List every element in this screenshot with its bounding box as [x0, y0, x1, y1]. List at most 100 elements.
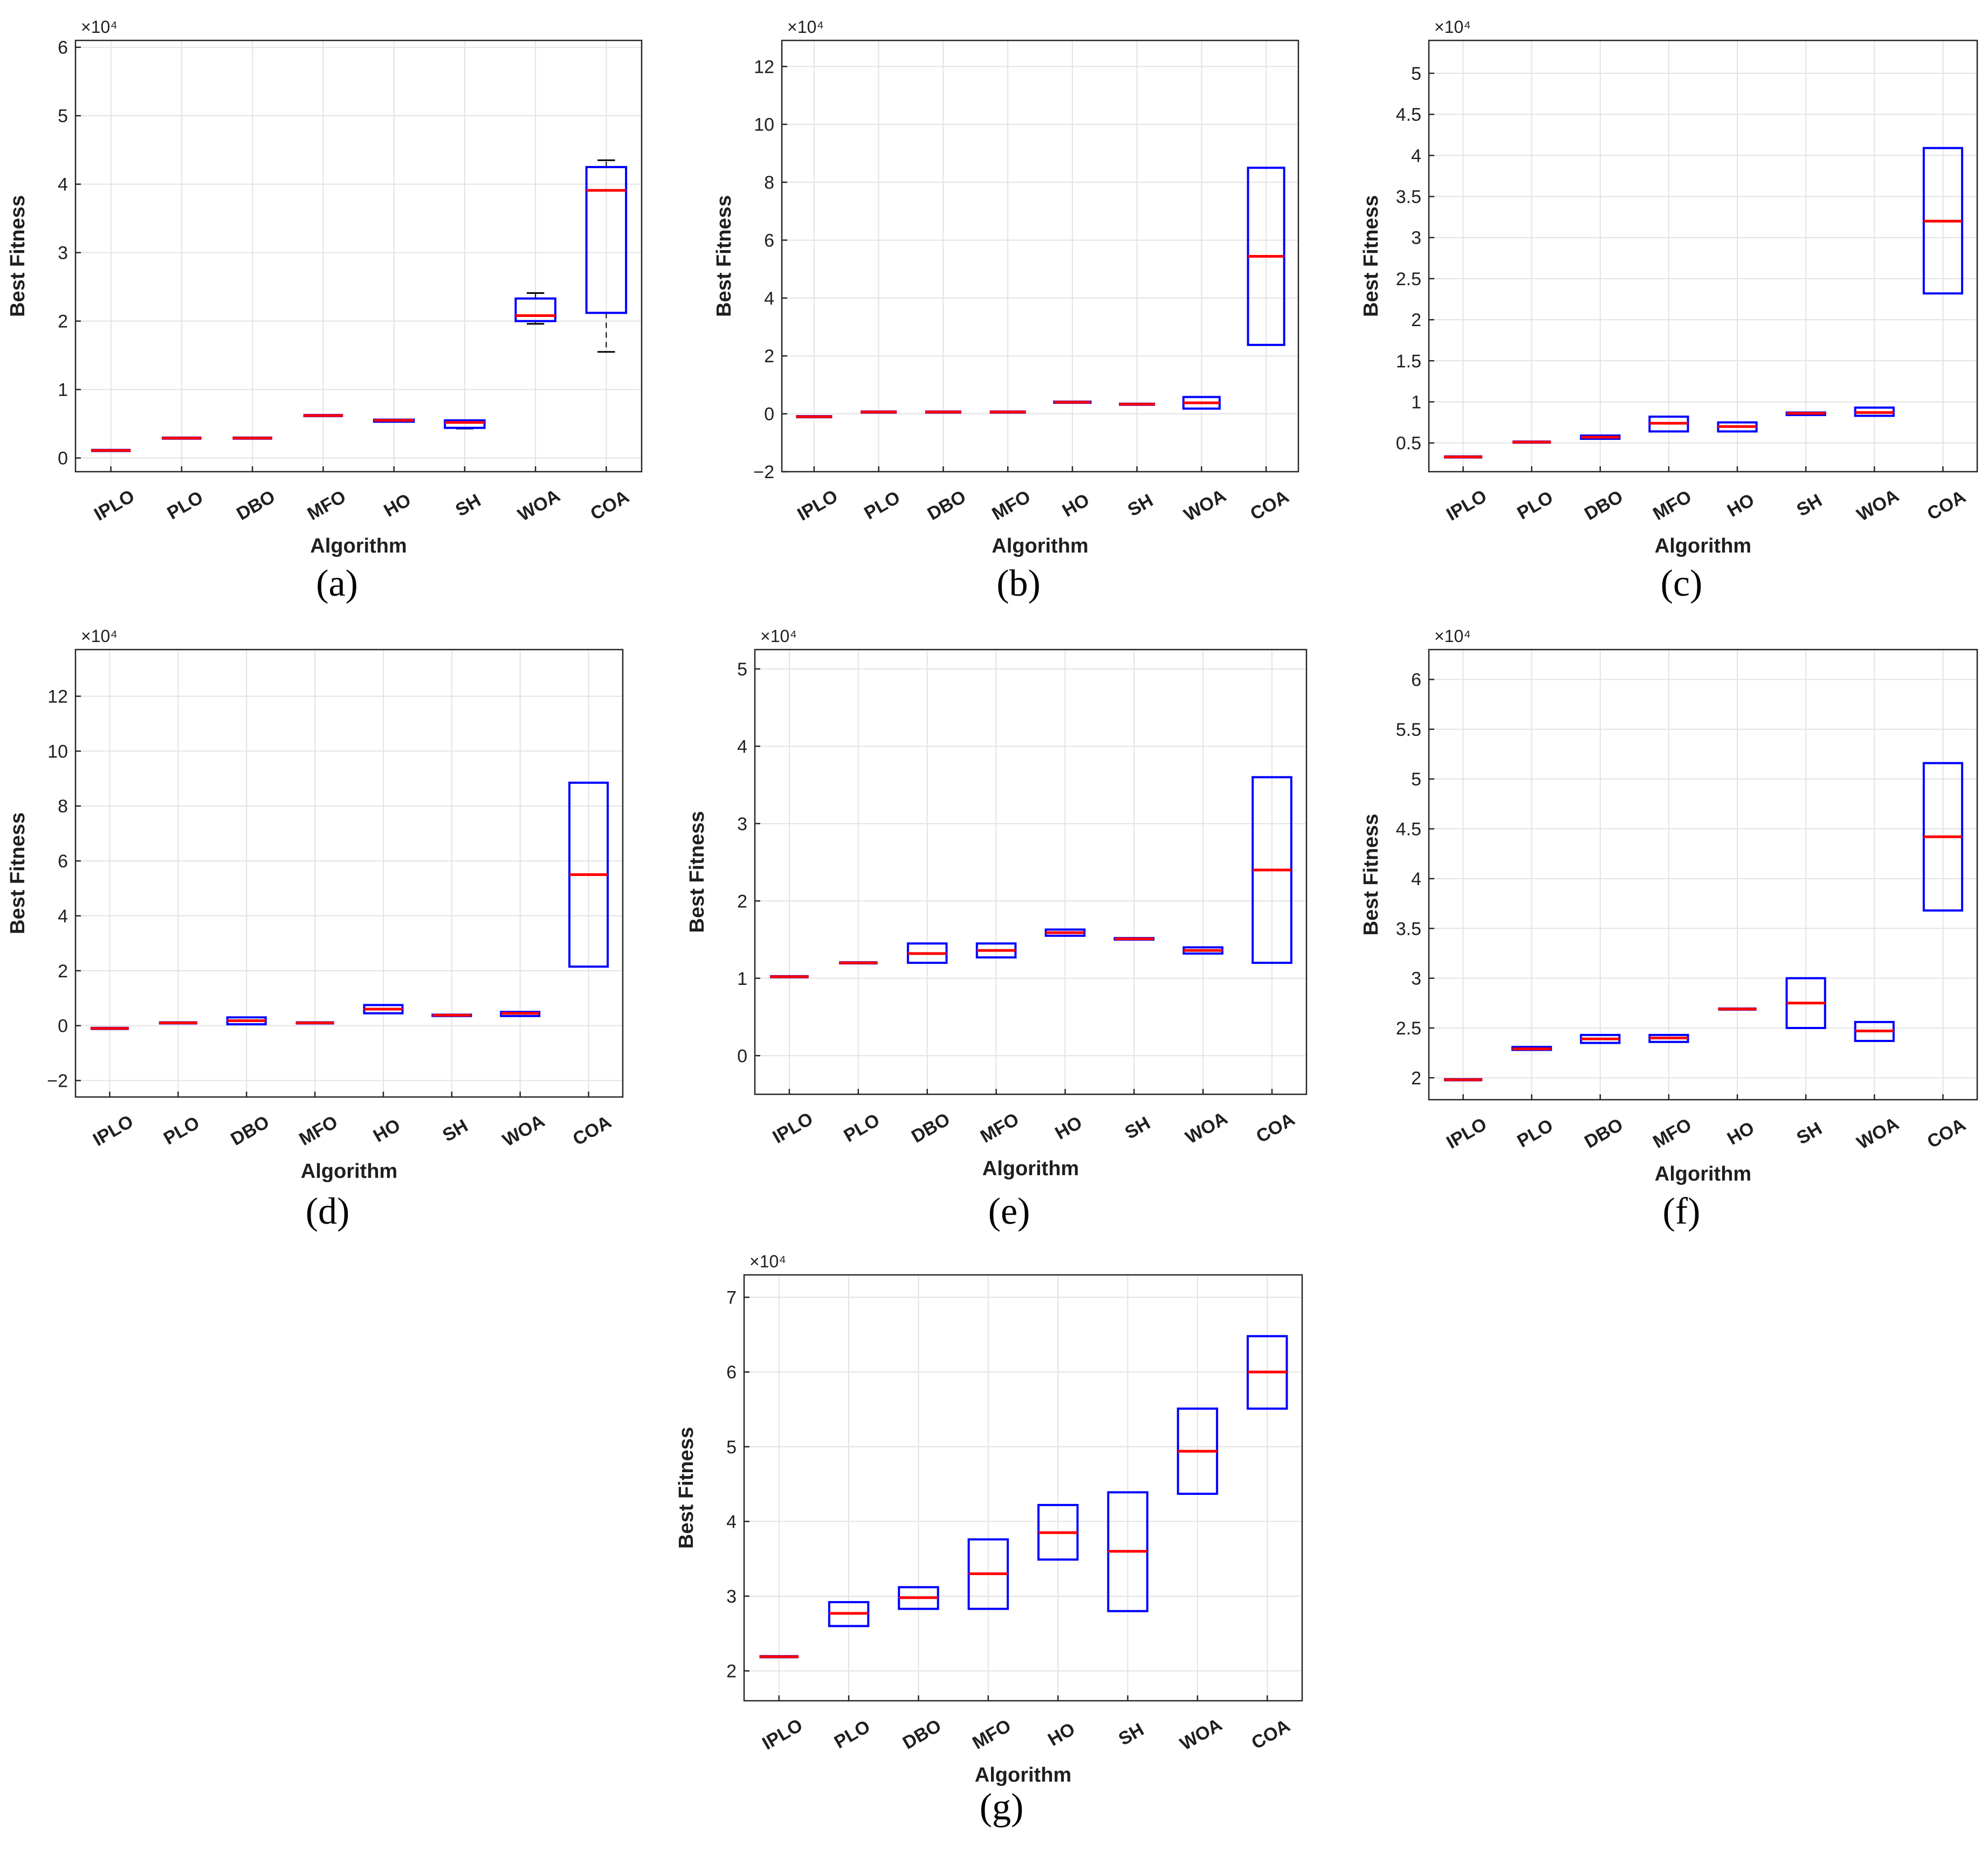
y-tick-label: 8: [58, 796, 68, 817]
plot-area: [1429, 40, 1977, 472]
panel-caption-c: (c): [1661, 563, 1703, 604]
box-coa: [1922, 147, 1964, 295]
y-tick-label: 4: [1411, 869, 1421, 889]
y-axis-title: Best Fitness: [6, 812, 29, 934]
y-tick-label: 0: [737, 1046, 747, 1066]
y-tick-label: 10: [754, 115, 774, 135]
x-tick-label: COA: [1247, 486, 1292, 525]
x-tick-label: PLO: [160, 1113, 203, 1149]
y-exponent-label: ×10⁴: [749, 1252, 786, 1271]
panel-caption-d: (d): [306, 1191, 350, 1232]
y-axis-title: Best Fitness: [675, 1427, 698, 1549]
plot-area: [782, 40, 1298, 472]
y-tick-label: 3.5: [1396, 919, 1421, 939]
box-sh: [431, 1013, 472, 1017]
box-plo: [828, 1601, 870, 1627]
x-tick-label: HO: [1059, 489, 1093, 521]
x-tick-label: COA: [1924, 486, 1969, 525]
y-tick-label: 6: [58, 851, 68, 872]
x-tick-label: DBO: [908, 1109, 953, 1147]
x-tick-label: DBO: [227, 1112, 272, 1150]
box-woa: [500, 1011, 541, 1017]
y-tick-label: 2.5: [1396, 1018, 1421, 1039]
box-woa: [1182, 946, 1223, 955]
x-tick-label: WOA: [499, 1110, 548, 1150]
y-tick-label: 3: [1411, 228, 1421, 249]
x-tick-label: IPLO: [769, 1108, 817, 1148]
y-tick-label: 2: [726, 1661, 737, 1682]
x-tick-label: DBO: [1581, 486, 1626, 525]
y-tick-label: 12: [47, 687, 68, 707]
x-axis-title: Algorithm: [1655, 1163, 1751, 1185]
box-dbo: [1580, 1033, 1621, 1044]
x-tick-label: HO: [370, 1115, 404, 1146]
y-tick-label: 6: [1411, 670, 1421, 690]
y-tick-label: 6: [764, 230, 774, 251]
box-dbo: [906, 942, 948, 964]
x-tick-label: DBO: [233, 486, 278, 525]
chart-panel-b: −2 0 2 4 6 8 10 12 ×10⁴ IPLO PLO DBO MFO HO SH WOA COA Al…: [713, 17, 1299, 557]
box-iqr: [585, 165, 628, 314]
box-ho: [373, 418, 415, 423]
y-tick-label: 1: [58, 380, 68, 401]
chart-panel-g: 2 3 4 5 6 7 ×10⁴ IPLO PLO DBO MFO HO SH WOA COA Algorit…: [675, 1252, 1303, 1786]
plot-frame: [754, 648, 1308, 1095]
panel-caption-f: (f): [1663, 1191, 1701, 1232]
x-tick-label: IPLO: [794, 486, 842, 525]
y-tick-label: 4: [737, 736, 747, 757]
y-tick-label: 3: [737, 814, 747, 834]
y-tick-label: 4.5: [1396, 819, 1421, 840]
box-woa: [1182, 396, 1221, 410]
x-tick-label: SH: [1793, 1118, 1826, 1149]
y-tick-label: 5: [1411, 64, 1421, 84]
box-woa: [1854, 406, 1895, 417]
y-tick-label: 2.5: [1396, 269, 1421, 289]
plot-area: [744, 1275, 1302, 1701]
box-mfo: [1648, 1033, 1689, 1043]
y-tick-label: 4: [58, 906, 68, 927]
panel-caption-g: (g): [980, 1786, 1024, 1828]
x-axis-title: Algorithm: [982, 1157, 1079, 1180]
x-tick-label: MFO: [304, 486, 349, 525]
y-tick-label: 2: [1411, 1068, 1421, 1088]
y-axis-title: Best Fitness: [6, 195, 29, 317]
x-tick-label: MFO: [988, 486, 1034, 525]
box-woa: [1854, 1020, 1895, 1043]
y-exponent-label: ×10⁴: [787, 17, 824, 37]
plot-frame: [1428, 39, 1978, 473]
box-woa: [1177, 1408, 1219, 1495]
y-tick-label: 3: [1411, 969, 1421, 989]
y-tick-label: 5: [737, 659, 747, 680]
x-tick-label: SH: [439, 1115, 471, 1146]
y-exponent-label: ×10⁴: [1434, 626, 1471, 646]
y-tick-label: 1: [1411, 392, 1421, 412]
box-mfo: [1648, 415, 1689, 433]
x-tick-label: COA: [587, 486, 632, 525]
y-tick-label: 12: [754, 57, 774, 77]
y-tick-label: 4.5: [1396, 105, 1421, 125]
x-axis-title: Algorithm: [310, 535, 407, 557]
x-tick-label: IPLO: [90, 1111, 137, 1150]
y-tick-label: 2: [737, 891, 747, 912]
y-exponent-label: ×10⁴: [1434, 17, 1471, 37]
x-tick-label: WOA: [514, 485, 563, 525]
chart-panel-a: 0 1 2 3 4 5 6 ×10⁴ IPLO PLO DBO MFO HO SH WOA COA Algori…: [6, 17, 643, 557]
box-coa: [568, 781, 609, 968]
x-tick-label: HO: [381, 489, 415, 521]
y-tick-label: −2: [47, 1071, 68, 1091]
plot-frame: [74, 648, 624, 1098]
y-tick-label: 2: [58, 312, 68, 332]
x-tick-label: SH: [1793, 490, 1826, 521]
plot-area: [75, 40, 642, 472]
box-woa: [514, 292, 556, 325]
x-axis-title: Algorithm: [992, 535, 1088, 557]
box-coa: [1247, 1335, 1288, 1410]
y-tick-label: 4: [726, 1512, 737, 1532]
y-exponent-label: ×10⁴: [760, 626, 797, 646]
x-tick-label: PLO: [1514, 487, 1557, 524]
x-tick-label: SH: [452, 490, 484, 521]
y-exponent-label: ×10⁴: [81, 17, 118, 37]
plot-area: [1429, 650, 1977, 1100]
plot-area: [75, 650, 623, 1097]
